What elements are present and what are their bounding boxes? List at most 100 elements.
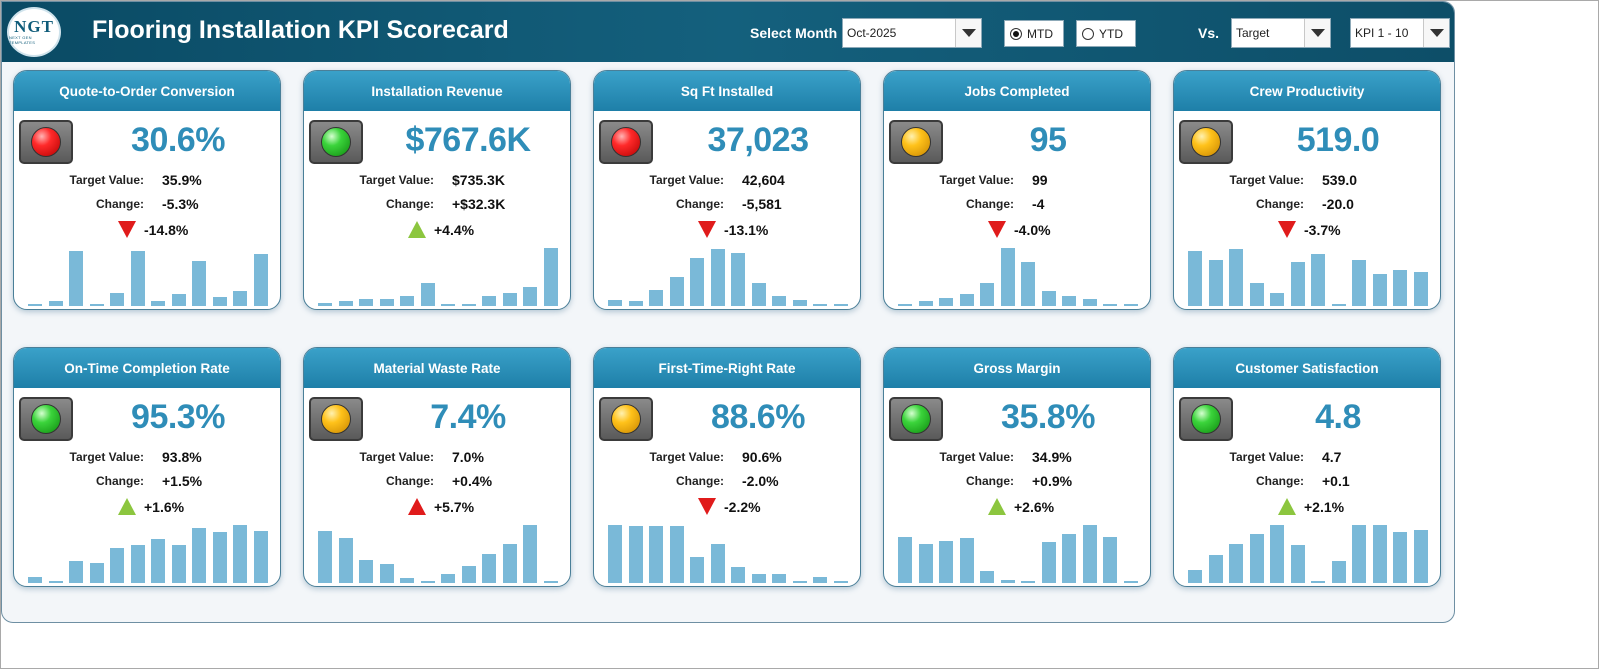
percent-change: +5.7% (408, 498, 474, 515)
sparkline-bar (1229, 544, 1244, 583)
sparkline-bar (833, 581, 848, 583)
sparkline-bar (130, 251, 145, 306)
sparkline-bar (192, 261, 207, 306)
percent-change-value: -4.0% (1014, 221, 1051, 238)
sparkline-bar (400, 578, 415, 583)
percent-change: -4.0% (988, 221, 1051, 238)
change-label: Change: (96, 474, 144, 488)
sparkline-bar (1372, 274, 1387, 306)
sparkline-bar (710, 544, 725, 583)
sparkline-bar (1352, 525, 1367, 583)
sparkline-bar (359, 560, 374, 583)
kpi-card-title: Jobs Completed (884, 71, 1150, 111)
kpi-actual-value: 37,023 (707, 121, 810, 159)
percent-change: -14.8% (118, 221, 188, 238)
sparkline-bar (400, 296, 415, 306)
arrow-down-icon (1278, 221, 1296, 238)
sparkline-bar (69, 251, 84, 306)
kpi-card-title: Quote-to-Order Conversion (14, 71, 280, 111)
sparkline-bar (502, 544, 517, 583)
target-value: 42,604 (742, 172, 785, 188)
sparkline-bar (1188, 251, 1202, 306)
sparkline-bar (1290, 545, 1305, 583)
sparkline-bar (1270, 293, 1285, 306)
ytd-radio-label: YTD (1099, 26, 1123, 41)
ytd-radio[interactable]: YTD (1076, 20, 1136, 47)
sparkline-bar (813, 577, 828, 583)
sparkline-bar (1229, 249, 1244, 306)
sparkline-bar (1062, 534, 1077, 583)
sparkline-bar (253, 531, 268, 583)
sparkline-bar (318, 531, 332, 583)
target-value: 539.0 (1322, 172, 1358, 188)
sparkline-bar (1352, 260, 1367, 306)
target-label: Target Value: (1229, 173, 1304, 187)
status-bulb-icon (1191, 127, 1221, 157)
sparkline-bar (669, 526, 684, 583)
sparkline-bar (772, 574, 787, 583)
kpi-card-title: Customer Satisfaction (1174, 348, 1440, 388)
sparkline-bar (171, 294, 186, 306)
chevron-down-icon[interactable] (1304, 19, 1330, 47)
change-value: +0.1 (1322, 473, 1350, 489)
change-label: Change: (676, 197, 724, 211)
sparkline-bar (1270, 525, 1285, 583)
target-value: $735.3K (452, 172, 505, 188)
kpi-range-dropdown-value: KPI 1 - 10 (1355, 26, 1409, 40)
logo-subtext: NEXT GEN TEMPLATES (9, 35, 36, 45)
sparkline-bar (1331, 561, 1346, 583)
sparkline-bar (918, 301, 933, 306)
sparkline-bar (461, 304, 476, 306)
sparkline-bar (918, 544, 933, 583)
kpi-actual-value: $767.6K (405, 121, 531, 159)
percent-change-value: +1.6% (144, 498, 185, 515)
target-label: Target Value: (649, 450, 724, 464)
arrow-up-icon (408, 221, 426, 238)
traffic-light-icon (19, 397, 73, 441)
sparkline-bar (110, 548, 125, 583)
sparkline-bar (110, 293, 125, 306)
target-value: 4.7 (1322, 449, 1342, 465)
traffic-light-icon (1179, 397, 1233, 441)
target-value: 35.9% (162, 172, 202, 188)
mtd-radio[interactable]: MTD (1004, 20, 1064, 47)
compare-dropdown[interactable]: Target (1231, 18, 1331, 48)
month-dropdown-value: Oct-2025 (847, 26, 897, 40)
chevron-down-icon[interactable] (955, 19, 981, 47)
sparkline-bar (939, 541, 954, 583)
target-label: Target Value: (939, 173, 1014, 187)
sparkline-bar (1103, 304, 1118, 306)
sparkline-chart (318, 248, 558, 306)
sparkline-bar (690, 258, 705, 306)
status-bulb-icon (31, 404, 61, 434)
sparkline-bar (89, 304, 104, 306)
kpi-actual-value: 7.4% (430, 398, 506, 436)
sparkline-bar (28, 304, 42, 306)
percent-change: +2.6% (988, 498, 1054, 515)
month-dropdown[interactable]: Oct-2025 (842, 18, 982, 48)
sparkline-bar (1041, 542, 1056, 583)
sparkline-bar (1021, 581, 1036, 583)
sparkline-bar (1021, 262, 1036, 306)
target-label: Target Value: (1229, 450, 1304, 464)
sparkline-bar (1123, 304, 1138, 306)
change-label: Change: (96, 197, 144, 211)
kpi-card: Installation Revenue $767.6K Target Value:… (303, 70, 571, 310)
target-value: 7.0% (452, 449, 484, 465)
sparkline-bar (833, 304, 848, 306)
arrow-up-icon (408, 498, 426, 515)
change-label: Change: (966, 474, 1014, 488)
traffic-light-icon (599, 120, 653, 164)
sparkline-bar (1372, 525, 1387, 583)
chevron-down-icon[interactable] (1423, 19, 1449, 47)
kpi-range-dropdown[interactable]: KPI 1 - 10 (1350, 18, 1450, 48)
change-value: -5,581 (742, 196, 782, 212)
sparkline-bar (751, 283, 766, 306)
logo: NGT NEXT GEN TEMPLATES (7, 7, 61, 57)
status-bulb-icon (321, 127, 351, 157)
target-label: Target Value: (359, 450, 434, 464)
sparkline-bar (1290, 262, 1305, 306)
sparkline-bar (1311, 254, 1326, 306)
arrow-down-icon (698, 221, 716, 238)
